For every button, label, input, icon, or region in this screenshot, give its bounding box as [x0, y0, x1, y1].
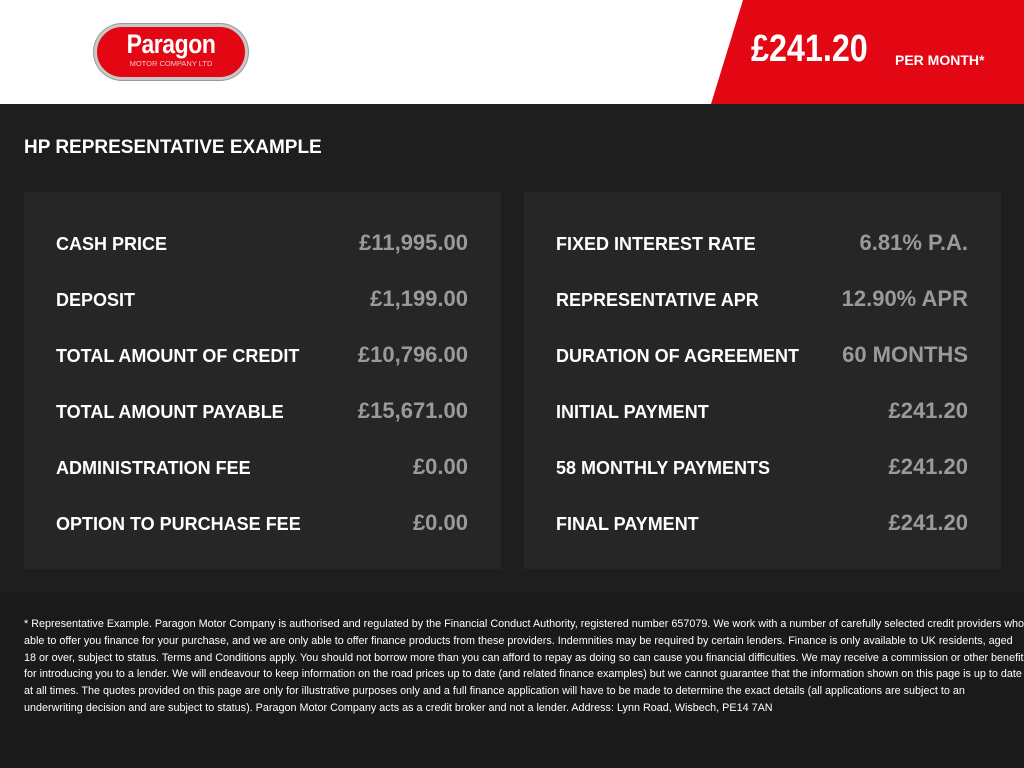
disclaimer-line: for introducing you to a lender. We will… — [24, 668, 1022, 681]
finance-label: DURATION OF AGREEMENT — [556, 346, 799, 366]
finance-value: £241.20 — [888, 398, 968, 423]
section-title: HP REPRESENTATIVE EXAMPLE — [24, 137, 322, 158]
finance-label: REPRESENTATIVE APR — [556, 290, 759, 310]
finance-row: REPRESENTATIVE APR 12.90% APR — [556, 286, 968, 316]
finance-value: £241.20 — [888, 510, 968, 535]
finance-row: DURATION OF AGREEMENT 60 MONTHS — [556, 342, 968, 372]
finance-row: DEPOSIT £1,199.00 — [56, 286, 468, 316]
finance-label: TOTAL AMOUNT PAYABLE — [56, 402, 284, 422]
logo-name: Paragon — [126, 29, 216, 59]
per-month-label: PER MONTH* — [895, 52, 985, 68]
finance-row: TOTAL AMOUNT PAYABLE £15,671.00 — [56, 398, 468, 428]
paragon-logo[interactable]: Paragon MOTOR COMPANY LTD — [94, 24, 248, 80]
finance-panel-right: FIXED INTEREST RATE 6.81% P.A. REPRESENTAT… — [524, 192, 1001, 569]
finance-row: FINAL PAYMENT £241.20 — [556, 510, 968, 540]
finance-value: £1,199.00 — [370, 286, 468, 311]
logo-subtitle: MOTOR COMPANY LTD — [129, 59, 213, 68]
finance-value: £15,671.00 — [357, 398, 468, 423]
finance-label: 58 MONTHLY PAYMENTS — [556, 458, 771, 478]
finance-row: TOTAL AMOUNT OF CREDIT £10,796.00 — [56, 342, 468, 372]
finance-label: FINAL PAYMENT — [556, 514, 699, 534]
finance-label: CASH PRICE — [56, 234, 168, 254]
disclaimer: * Representative Example. Paragon Motor … — [24, 616, 1024, 717]
disclaimer-line: * Representative Example. Paragon Motor … — [24, 618, 1024, 630]
finance-panel-left: CASH PRICE £11,995.00 DEPOSIT £1,199.00 TOTA… — [24, 192, 501, 569]
finance-value: 12.90% APR — [841, 286, 968, 311]
finance-row: ADMINISTRATION FEE £0.00 — [56, 454, 468, 484]
finance-value: £0.00 — [412, 510, 468, 535]
finance-row: 58 MONTHLY PAYMENTS £241.20 — [556, 454, 968, 484]
monthly-price: £241.20 — [751, 28, 868, 70]
footer: * Representative Example. Paragon Motor … — [0, 592, 1024, 768]
disclaimer-line: at all times. The quotes provided on thi… — [24, 685, 965, 698]
finance-label: INITIAL PAYMENT — [556, 402, 709, 422]
finance-label: DEPOSIT — [56, 290, 136, 310]
finance-value: 6.81% P.A. — [859, 230, 968, 255]
disclaimer-line: underwriting decision and are subject to… — [24, 701, 773, 714]
finance-label: ADMINISTRATION FEE — [56, 458, 251, 478]
finance-value: £11,995.00 — [359, 230, 468, 255]
finance-label: TOTAL AMOUNT OF CREDIT — [56, 346, 300, 366]
header: Paragon MOTOR COMPANY LTD £241.20 PER MO… — [0, 0, 1024, 104]
finance-row: INITIAL PAYMENT £241.20 — [556, 398, 968, 428]
disclaimer-line: 18 or over, subject to status. Terms and… — [24, 651, 1024, 664]
finance-label: OPTION TO PURCHASE FEE — [56, 514, 301, 534]
finance-value: 60 MONTHS — [842, 342, 968, 367]
finance-label: FIXED INTEREST RATE — [556, 234, 756, 254]
disclaimer-line: able to offer you finance for your purch… — [24, 634, 1013, 647]
finance-value: £0.00 — [412, 454, 468, 479]
finance-value: £241.20 — [888, 454, 968, 479]
price-banner: £241.20 PER MONTH* — [711, 0, 1024, 104]
finance-row: OPTION TO PURCHASE FEE £0.00 — [56, 510, 468, 540]
finance-value: £10,796.00 — [357, 342, 468, 367]
finance-row: FIXED INTEREST RATE 6.81% P.A. — [556, 230, 968, 260]
finance-row: CASH PRICE £11,995.00 — [56, 230, 468, 260]
